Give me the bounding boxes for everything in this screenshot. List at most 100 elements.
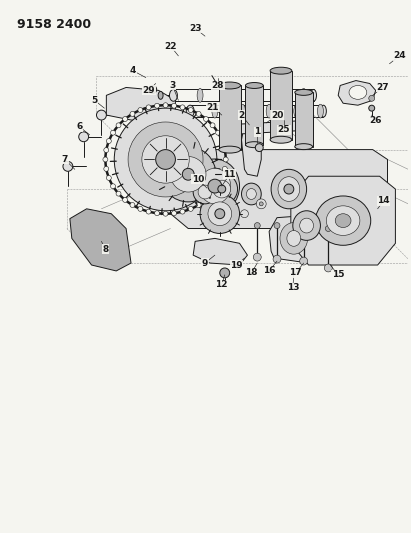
Circle shape	[210, 191, 215, 196]
Circle shape	[255, 144, 263, 151]
Circle shape	[138, 206, 143, 212]
Polygon shape	[242, 123, 261, 176]
Circle shape	[200, 194, 240, 233]
Circle shape	[326, 225, 331, 231]
Ellipse shape	[294, 104, 300, 118]
Ellipse shape	[212, 104, 218, 118]
Text: 16: 16	[263, 266, 275, 276]
Circle shape	[300, 257, 307, 265]
Circle shape	[188, 206, 193, 212]
Circle shape	[274, 223, 280, 229]
Ellipse shape	[317, 104, 323, 118]
Ellipse shape	[242, 183, 261, 205]
Circle shape	[223, 157, 228, 162]
Ellipse shape	[278, 177, 300, 201]
Text: 14: 14	[377, 196, 390, 205]
Text: 27: 27	[376, 83, 389, 92]
Circle shape	[122, 197, 127, 203]
Circle shape	[193, 180, 217, 204]
Text: 9: 9	[202, 259, 208, 268]
Circle shape	[253, 253, 261, 261]
Circle shape	[180, 105, 185, 110]
Ellipse shape	[252, 88, 257, 102]
Text: 8: 8	[102, 245, 109, 254]
Ellipse shape	[270, 67, 292, 74]
Circle shape	[130, 111, 135, 116]
Ellipse shape	[199, 168, 231, 204]
Circle shape	[122, 117, 127, 122]
Ellipse shape	[280, 223, 307, 254]
Circle shape	[301, 221, 307, 227]
Text: 23: 23	[189, 24, 201, 33]
Circle shape	[106, 139, 111, 143]
Circle shape	[63, 161, 73, 171]
Circle shape	[163, 211, 168, 216]
Circle shape	[220, 139, 225, 143]
Circle shape	[130, 203, 135, 207]
Ellipse shape	[335, 214, 351, 228]
Circle shape	[324, 264, 332, 272]
Ellipse shape	[208, 179, 222, 193]
Circle shape	[128, 122, 203, 197]
Polygon shape	[270, 71, 292, 140]
Text: 9158 2400: 9158 2400	[16, 19, 91, 31]
Text: 29: 29	[143, 86, 155, 95]
Ellipse shape	[295, 144, 312, 150]
Text: 15: 15	[332, 270, 344, 279]
Circle shape	[188, 108, 193, 112]
Text: 26: 26	[369, 117, 382, 125]
Circle shape	[116, 123, 121, 128]
Polygon shape	[245, 85, 263, 144]
Text: 5: 5	[91, 96, 98, 105]
Text: 2: 2	[238, 110, 245, 119]
Circle shape	[97, 110, 106, 120]
Circle shape	[138, 108, 143, 112]
Ellipse shape	[271, 169, 307, 209]
Circle shape	[240, 210, 248, 217]
Circle shape	[104, 148, 109, 152]
Ellipse shape	[293, 211, 321, 240]
Ellipse shape	[197, 88, 203, 102]
Ellipse shape	[300, 218, 314, 233]
Ellipse shape	[245, 142, 263, 148]
Text: 6: 6	[76, 123, 83, 132]
Circle shape	[114, 108, 217, 211]
Text: 20: 20	[271, 110, 283, 119]
Circle shape	[196, 111, 201, 116]
Ellipse shape	[284, 184, 294, 194]
Text: 24: 24	[393, 51, 406, 60]
Circle shape	[163, 103, 168, 108]
Circle shape	[220, 175, 225, 180]
Circle shape	[111, 130, 115, 135]
Text: 25: 25	[278, 125, 290, 134]
Circle shape	[208, 202, 232, 225]
Text: 1: 1	[254, 127, 261, 136]
Circle shape	[215, 209, 225, 219]
Circle shape	[369, 105, 375, 111]
Ellipse shape	[240, 104, 245, 118]
Text: 28: 28	[212, 81, 224, 90]
Circle shape	[149, 85, 157, 93]
Ellipse shape	[190, 159, 240, 213]
Circle shape	[256, 199, 266, 209]
Text: 19: 19	[230, 261, 243, 270]
Ellipse shape	[219, 146, 240, 153]
Ellipse shape	[301, 88, 307, 102]
Circle shape	[216, 130, 221, 135]
Circle shape	[171, 211, 176, 216]
Polygon shape	[295, 92, 312, 147]
Circle shape	[222, 166, 227, 171]
Circle shape	[155, 103, 159, 108]
Circle shape	[220, 268, 230, 278]
Text: 18: 18	[245, 269, 258, 277]
Circle shape	[273, 255, 281, 263]
Text: 4: 4	[130, 66, 136, 75]
Circle shape	[254, 223, 260, 229]
Circle shape	[213, 180, 231, 198]
Circle shape	[146, 209, 151, 214]
Circle shape	[216, 184, 221, 189]
Circle shape	[369, 95, 375, 101]
Circle shape	[111, 184, 115, 189]
Polygon shape	[219, 85, 240, 150]
Circle shape	[180, 209, 185, 214]
